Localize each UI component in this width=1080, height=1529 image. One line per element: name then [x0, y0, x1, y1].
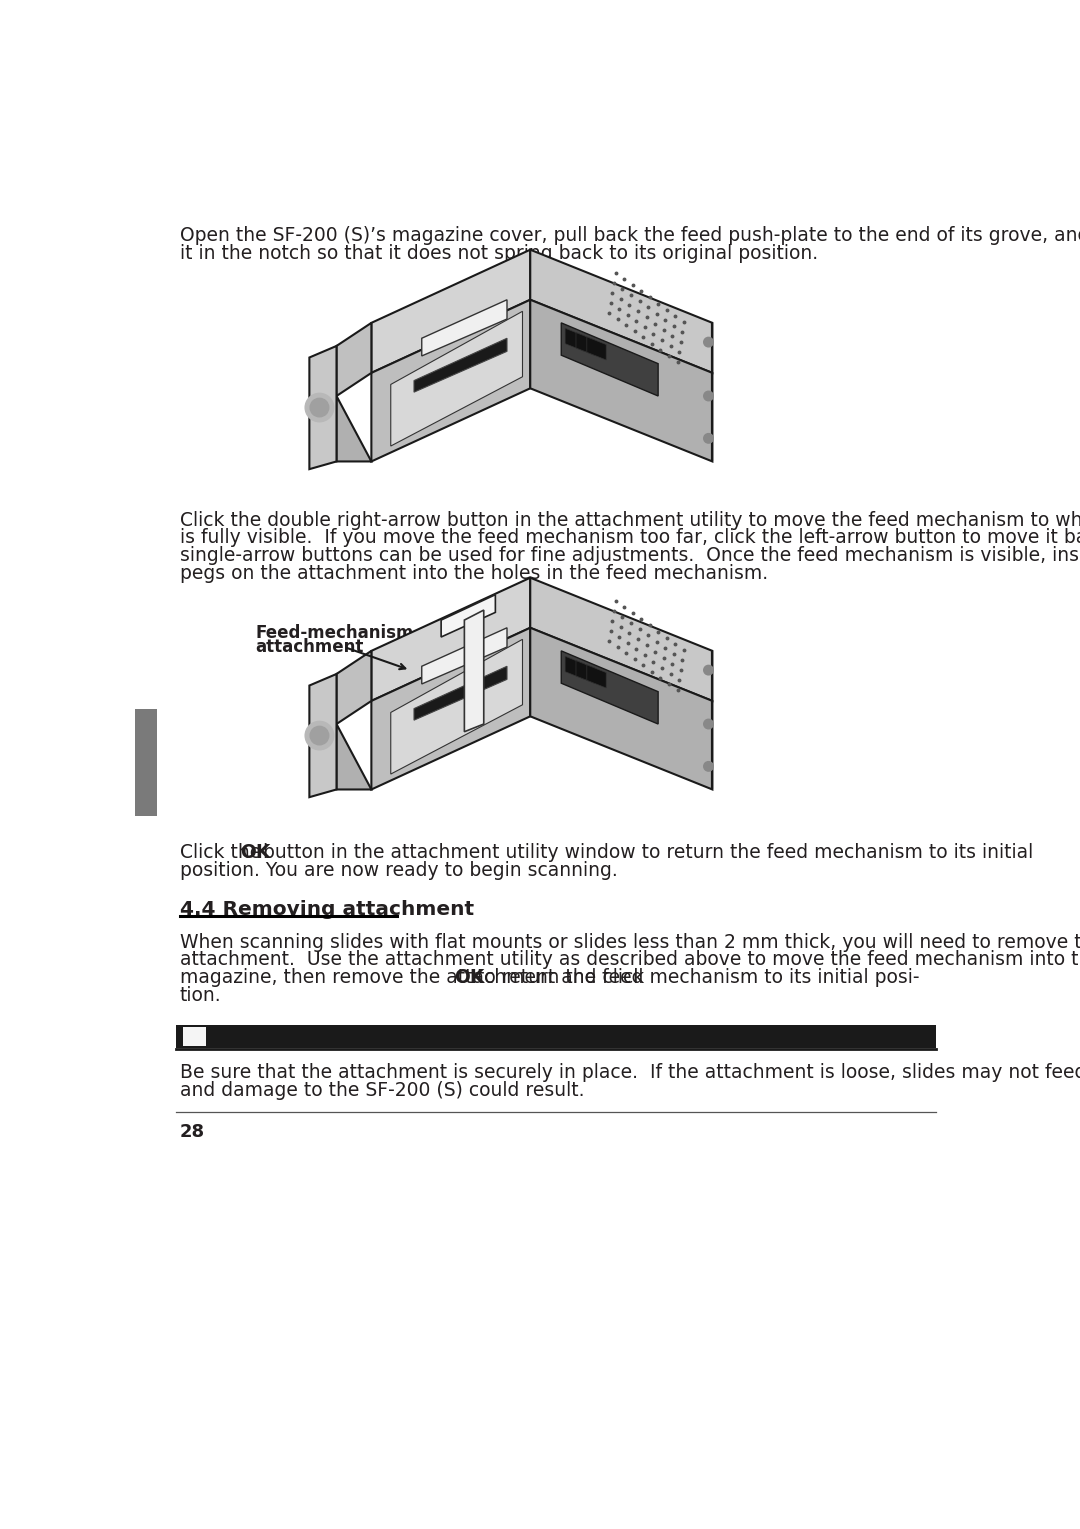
Circle shape: [306, 393, 334, 422]
Text: magazine, then remove the attachment and click: magazine, then remove the attachment and…: [180, 968, 650, 988]
Text: When scanning slides with flat mounts or slides less than 2 mm thick, you will n: When scanning slides with flat mounts or…: [180, 933, 1080, 951]
Polygon shape: [464, 610, 484, 732]
Text: Click the double right-arrow button in the attachment utility to move the feed m: Click the double right-arrow button in t…: [180, 511, 1080, 529]
Polygon shape: [576, 332, 595, 356]
Polygon shape: [391, 639, 523, 774]
Polygon shape: [530, 578, 713, 700]
Polygon shape: [372, 249, 530, 373]
Text: OK: OK: [454, 968, 484, 988]
Circle shape: [310, 726, 328, 745]
Polygon shape: [565, 329, 584, 352]
Text: button in the attachment utility window to return the feed mechanism to its init: button in the attachment utility window …: [257, 844, 1034, 862]
Polygon shape: [309, 674, 337, 797]
Bar: [176, 1024, 935, 1049]
Polygon shape: [562, 651, 658, 725]
Text: OK: OK: [241, 844, 271, 862]
Text: and damage to the SF-200 (S) could result.: and damage to the SF-200 (S) could resul…: [180, 1081, 584, 1099]
Bar: [135, 708, 157, 816]
Polygon shape: [530, 249, 713, 373]
Polygon shape: [414, 338, 507, 391]
Polygon shape: [372, 578, 530, 700]
Polygon shape: [530, 628, 713, 789]
Text: M: M: [187, 1029, 202, 1044]
Text: 28: 28: [180, 1122, 205, 1141]
Polygon shape: [441, 595, 496, 638]
Polygon shape: [565, 656, 584, 679]
Text: Caution: Caution: [214, 1027, 295, 1047]
Polygon shape: [562, 323, 658, 396]
Polygon shape: [391, 312, 523, 446]
Polygon shape: [422, 628, 507, 683]
Polygon shape: [372, 628, 530, 789]
Polygon shape: [309, 346, 337, 469]
Bar: [183, 1027, 206, 1046]
Polygon shape: [414, 667, 507, 720]
Text: attachment.  Use the attachment utility as described above to move the feed mech: attachment. Use the attachment utility a…: [180, 951, 1080, 969]
Text: tion.: tion.: [180, 986, 221, 1005]
Text: 4.4 Removing attachment: 4.4 Removing attachment: [180, 901, 474, 919]
Text: Click the: Click the: [180, 844, 267, 862]
Polygon shape: [337, 651, 372, 725]
Text: Be sure that the attachment is securely in place.  If the attachment is loose, s: Be sure that the attachment is securely …: [180, 1063, 1080, 1083]
Text: single-arrow buttons can be used for fine adjustments.  Once the feed mechanism : single-arrow buttons can be used for fin…: [180, 546, 1080, 566]
Circle shape: [704, 665, 713, 674]
Polygon shape: [337, 396, 372, 462]
Circle shape: [704, 338, 713, 347]
Text: is fully visible.  If you move the feed mechanism too far, click the left-arrow : is fully visible. If you move the feed m…: [180, 529, 1080, 547]
Text: Open the SF-200 (S)’s magazine cover, pull back the feed push-plate to the end o: Open the SF-200 (S)’s magazine cover, pu…: [180, 226, 1080, 245]
Polygon shape: [337, 323, 372, 396]
Polygon shape: [586, 336, 606, 359]
Polygon shape: [422, 300, 507, 356]
Circle shape: [704, 434, 713, 443]
Circle shape: [704, 761, 713, 771]
Circle shape: [704, 720, 713, 729]
Circle shape: [310, 399, 328, 417]
Polygon shape: [576, 661, 595, 683]
Text: it in the notch so that it does not spring back to its original position.: it in the notch so that it does not spri…: [180, 243, 818, 263]
Circle shape: [306, 722, 334, 749]
Text: pegs on the attachment into the holes in the feed mechanism.: pegs on the attachment into the holes in…: [180, 564, 768, 583]
Polygon shape: [530, 300, 713, 462]
Text: Feed-mechanism: Feed-mechanism: [255, 624, 414, 642]
Text: position. You are now ready to begin scanning.: position. You are now ready to begin sca…: [180, 861, 618, 881]
Circle shape: [704, 391, 713, 401]
Text: attachment: attachment: [255, 638, 364, 656]
Polygon shape: [337, 725, 372, 789]
Polygon shape: [586, 665, 606, 688]
Text: to return the feed mechanism to its initial posi-: to return the feed mechanism to its init…: [471, 968, 919, 988]
Polygon shape: [372, 300, 530, 462]
